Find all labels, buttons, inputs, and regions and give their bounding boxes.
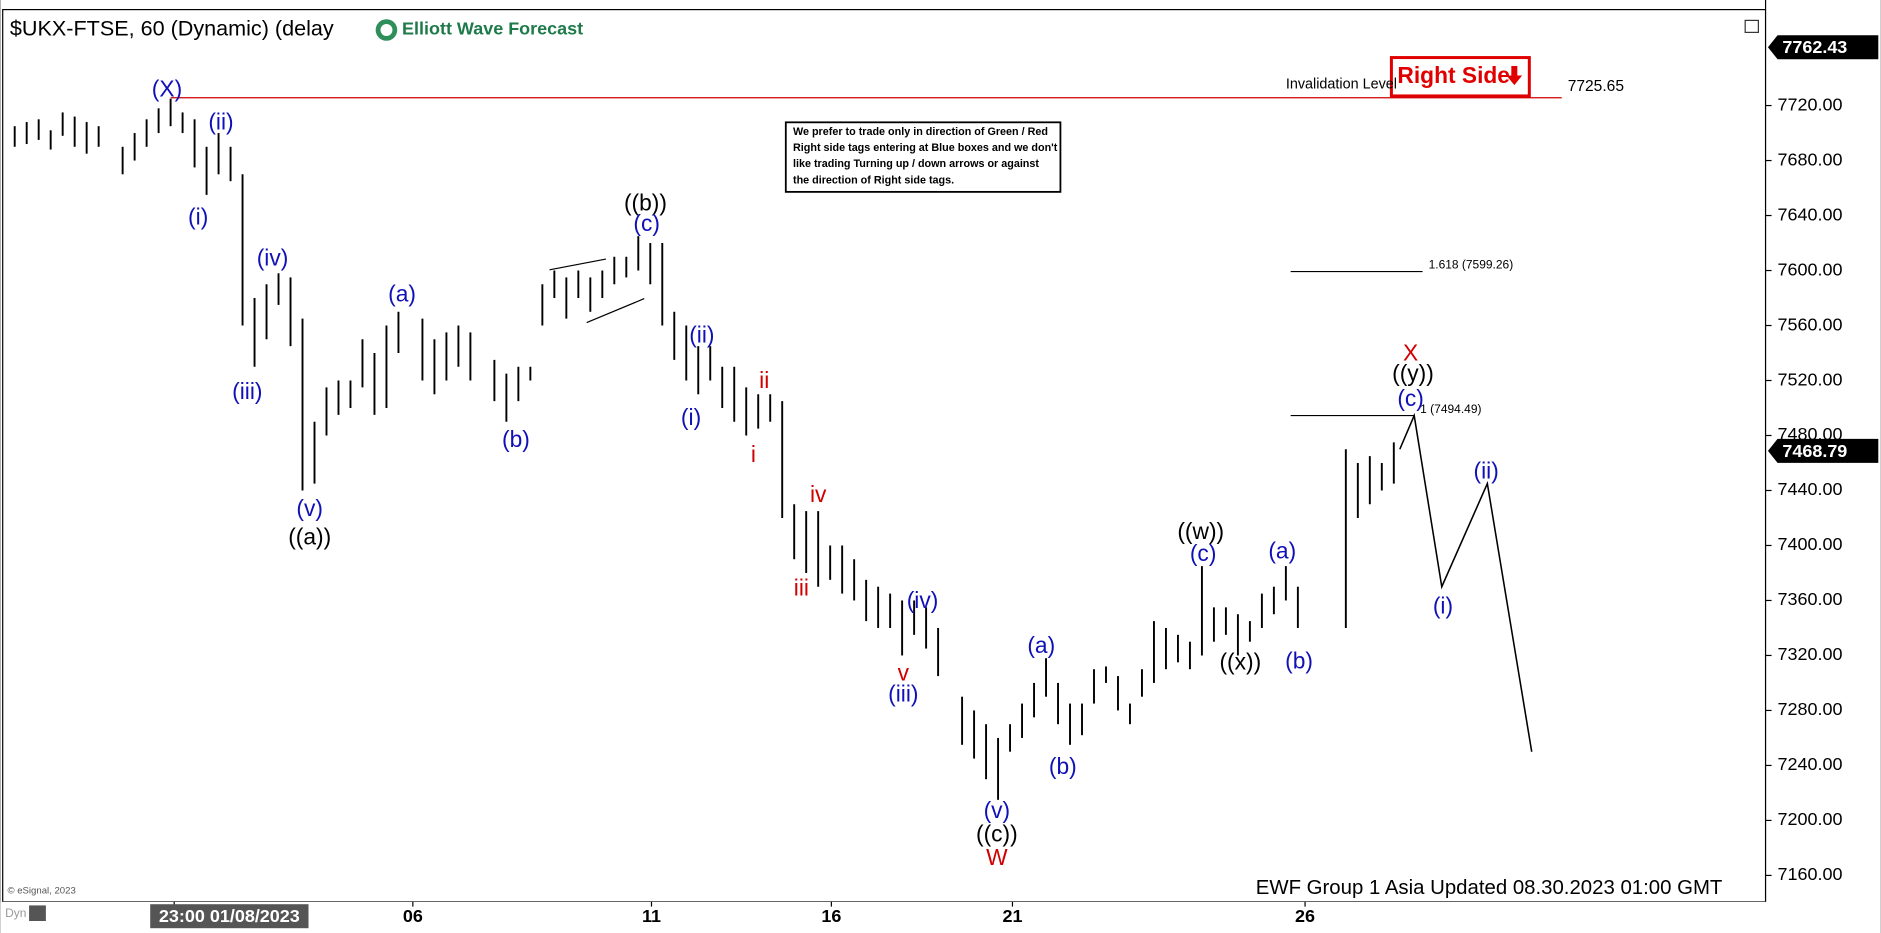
wave-label: iv bbox=[810, 481, 827, 507]
note-line: the direction of Right side tags. bbox=[793, 174, 954, 186]
wave-label: (a) bbox=[1027, 632, 1055, 658]
wave-label: ((a)) bbox=[288, 524, 331, 550]
right-side-tag-box bbox=[1389, 56, 1531, 98]
triangle-line bbox=[549, 258, 607, 271]
y-tick-label: 7440.00 bbox=[1778, 479, 1843, 499]
fib-label: 1 (7494.49) bbox=[1420, 402, 1481, 416]
y-tick-label: 7560.00 bbox=[1778, 314, 1843, 334]
wave-label: (ii) bbox=[689, 322, 714, 348]
projection-path bbox=[1399, 412, 1533, 752]
y-axis-panel bbox=[1765, 0, 1881, 933]
y-tick-label: 7360.00 bbox=[1778, 589, 1843, 609]
down-arrow-icon bbox=[1506, 65, 1523, 86]
wave-label: (iv) bbox=[907, 587, 939, 613]
dyn-label: Dyn bbox=[5, 906, 26, 920]
wave-label: (iv) bbox=[257, 245, 289, 271]
x-tick-label: 21 bbox=[1002, 906, 1022, 926]
y-tick-label: 7600.00 bbox=[1778, 259, 1843, 279]
y-tick-label: 7240.00 bbox=[1778, 754, 1843, 774]
wave-label: (v) bbox=[984, 797, 1011, 823]
wave-label: (c) bbox=[1190, 540, 1217, 566]
y-tick-label: 7320.00 bbox=[1778, 644, 1843, 664]
wave-label: (c) bbox=[1397, 385, 1424, 411]
wave-label: (i) bbox=[1433, 592, 1453, 618]
wave-label: ((w)) bbox=[1177, 518, 1224, 544]
y-tick-label: 7160.00 bbox=[1778, 864, 1843, 884]
x-tick-label: 26 bbox=[1295, 906, 1315, 926]
price-tag bbox=[1767, 35, 1879, 60]
price-tag-label: 7762.43 bbox=[1782, 37, 1847, 57]
wave-label: (ii) bbox=[1474, 458, 1499, 484]
y-tick-label: 7640.00 bbox=[1778, 204, 1843, 224]
wave-label: (i) bbox=[188, 203, 208, 229]
wave-label: (c) bbox=[633, 210, 660, 236]
wave-label: (b) bbox=[1285, 647, 1313, 673]
note-line: We prefer to trade only in direction of … bbox=[793, 126, 1048, 138]
wave-label: (X) bbox=[152, 75, 182, 101]
fb-icon bbox=[29, 905, 46, 922]
wave-label: (b) bbox=[1049, 753, 1077, 779]
price-tag-label: 7468.79 bbox=[1782, 441, 1847, 461]
note-box bbox=[784, 121, 1062, 193]
wave-label: (i) bbox=[681, 404, 701, 430]
note-line: like trading Turning up / down arrows or… bbox=[793, 158, 1039, 170]
wave-label: (ii) bbox=[208, 108, 233, 134]
note: We prefer to trade only in direction of … bbox=[793, 126, 1058, 187]
wave-label: i bbox=[751, 441, 756, 467]
y-tick-label: 7400.00 bbox=[1778, 534, 1843, 554]
x-tick-label-box bbox=[150, 904, 309, 929]
y-tick-label: 7720.00 bbox=[1778, 94, 1843, 114]
footer: EWF Group 1 Asia Updated 08.30.2023 01:0… bbox=[1256, 877, 1723, 899]
wave-label: ((y)) bbox=[1392, 360, 1434, 386]
chart-title: $UKX-FTSE, 60 (Dynamic) (delay bbox=[10, 16, 334, 41]
right-side-tag: Right Side bbox=[1397, 62, 1510, 88]
y-tick-label: 7680.00 bbox=[1778, 149, 1843, 169]
triangle-line bbox=[586, 298, 645, 324]
y-tick-label: 7200.00 bbox=[1778, 809, 1843, 829]
wave-label: (a) bbox=[1268, 537, 1296, 563]
window-button[interactable] bbox=[1744, 19, 1759, 33]
invalidation-label: Invalidation Level bbox=[1286, 76, 1397, 92]
wave-label: ((b)) bbox=[624, 190, 667, 216]
wave-label: iii bbox=[794, 574, 809, 600]
x-tick-label: 11 bbox=[642, 906, 661, 926]
note-line: Right side tags entering at Blue boxes a… bbox=[793, 142, 1058, 154]
price-tag bbox=[1767, 438, 1879, 463]
copyright: © eSignal, 2023 bbox=[8, 886, 76, 897]
invalidation-value: 7725.65 bbox=[1568, 78, 1625, 95]
wave-label: v bbox=[898, 660, 910, 686]
wave-label: ((c)) bbox=[976, 821, 1018, 847]
logo-text: Elliott Wave Forecast bbox=[402, 19, 583, 39]
wave-label: (b) bbox=[502, 426, 530, 452]
wave-label: ii bbox=[759, 367, 769, 393]
wave-label: (iii) bbox=[888, 680, 918, 706]
wave-label: W bbox=[986, 844, 1008, 870]
fib-label: 1.618 (7599.26) bbox=[1429, 258, 1514, 272]
x-tick-label: 06 bbox=[403, 906, 423, 926]
wave-label: (iii) bbox=[232, 378, 262, 404]
y-tick-label: 7280.00 bbox=[1778, 699, 1843, 719]
wave-label: (v) bbox=[296, 495, 323, 521]
wave-label: ((x)) bbox=[1219, 649, 1261, 675]
x-tick-label: 23:00 01/08/2023 bbox=[159, 906, 300, 926]
x-tick-label: 16 bbox=[821, 906, 841, 926]
wave-label: X bbox=[1403, 339, 1418, 365]
logo-icon-inner bbox=[380, 23, 393, 36]
y-tick-label: 7520.00 bbox=[1778, 369, 1843, 389]
wave-label: (a) bbox=[388, 280, 416, 306]
